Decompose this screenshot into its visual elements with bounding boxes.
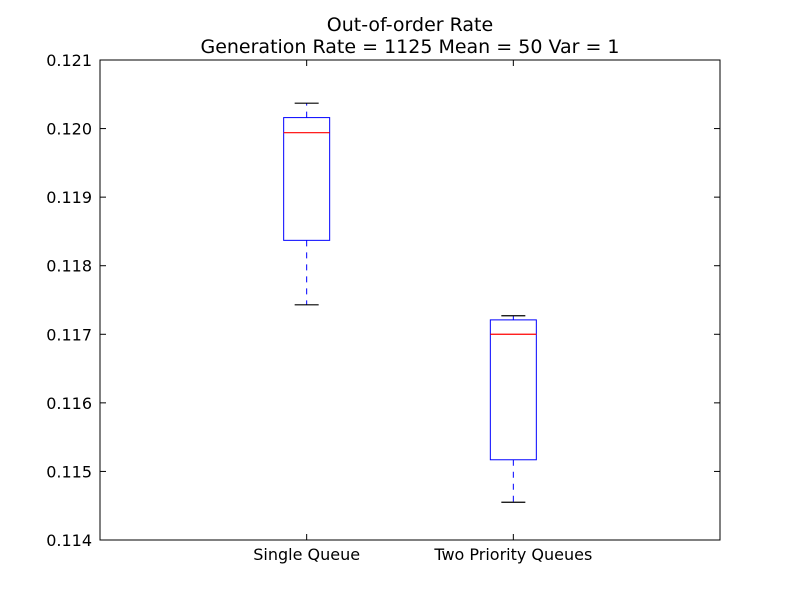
chart-title: Out-of-order Rate — [327, 14, 493, 36]
y-tick-label: 0.117 — [46, 325, 92, 344]
y-tick-label: 0.114 — [46, 531, 92, 550]
x-tick-label: Two Priority Queues — [433, 545, 592, 564]
x-tick-label: Single Queue — [253, 545, 360, 564]
box-iqr — [489, 319, 537, 461]
box-iqr — [283, 117, 331, 241]
y-tick-label: 0.120 — [46, 120, 92, 139]
y-tick-label: 0.119 — [46, 188, 92, 207]
y-tick-label: 0.121 — [46, 51, 92, 70]
chart-subtitle: Generation Rate = 1125 Mean = 50 Var = 1 — [200, 36, 619, 58]
axes-frame — [99, 59, 721, 541]
y-tick-label: 0.118 — [46, 257, 92, 276]
y-tick-label: 0.116 — [46, 394, 92, 413]
plot-layer: 0.114 0.115 0.116 0.117 0.118 0.119 0.120 0.121… — [46, 51, 720, 564]
y-tick-label: 0.115 — [46, 462, 92, 481]
